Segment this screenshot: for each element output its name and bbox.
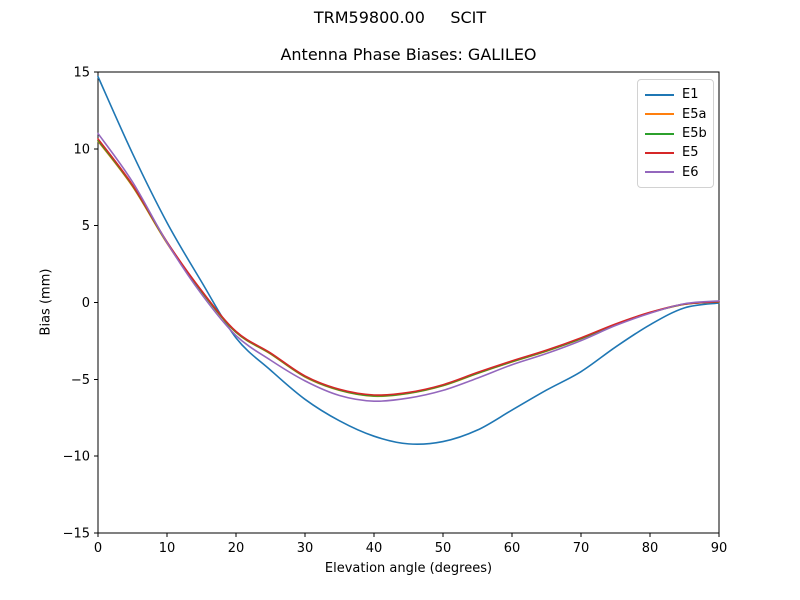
series-line-e1 (97, 75, 720, 446)
x-tick-label: 40 (366, 541, 383, 556)
series-line-e5a (97, 140, 720, 398)
x-tick-label: 90 (711, 541, 728, 556)
legend: E1 E5a E5b E5 E6 (637, 79, 714, 188)
series-line-e5b (97, 139, 720, 397)
x-tick-label: 60 (504, 541, 521, 556)
legend-label-e5: E5 (682, 145, 699, 161)
x-tick-label: 70 (573, 541, 590, 556)
legend-label-e1: E1 (682, 87, 699, 103)
legend-item-e5a: E5a (645, 104, 713, 123)
y-tick-label: −5 (71, 373, 90, 388)
figure-suptitle: TRM59800.00 SCIT (313, 8, 487, 27)
legend-item-e1: E1 (645, 85, 713, 104)
legend-item-e6: E6 (645, 163, 713, 182)
legend-label-e6: E6 (682, 164, 699, 180)
legend-item-e5: E5 (645, 143, 713, 162)
y-tick-label: 10 (73, 142, 90, 157)
x-tick-label: 0 (94, 541, 102, 556)
y-tick-label: −15 (63, 527, 90, 542)
legend-line-sample-e5b (645, 132, 674, 135)
y-tick-label: 15 (73, 66, 90, 81)
y-axis-label: Bias (mm) (38, 268, 54, 336)
legend-item-e5b: E5b (645, 124, 713, 143)
x-tick-label: 10 (159, 541, 176, 556)
legend-line-sample-e1 (645, 93, 674, 96)
x-tick-label: 80 (642, 541, 659, 556)
x-tick-label: 50 (435, 541, 452, 556)
y-tick-label: 5 (82, 219, 90, 234)
chart-title: Antenna Phase Biases: GALILEO (280, 45, 537, 64)
legend-line-sample-e6 (645, 171, 674, 174)
legend-line-sample-e5a (645, 113, 674, 116)
plot-border (97, 71, 720, 534)
x-tick-label: 20 (228, 541, 245, 556)
y-tick-label: 0 (82, 296, 90, 311)
x-tick-label: 30 (297, 541, 314, 556)
x-axis-label: Elevation angle (degrees) (324, 561, 493, 576)
legend-line-sample-e5 (645, 151, 674, 154)
series-line-e5 (97, 138, 720, 396)
legend-label-e5b: E5b (682, 126, 707, 142)
y-tick-label: −10 (63, 450, 90, 465)
legend-label-e5a: E5a (682, 106, 707, 122)
series-line-e6 (97, 132, 720, 403)
